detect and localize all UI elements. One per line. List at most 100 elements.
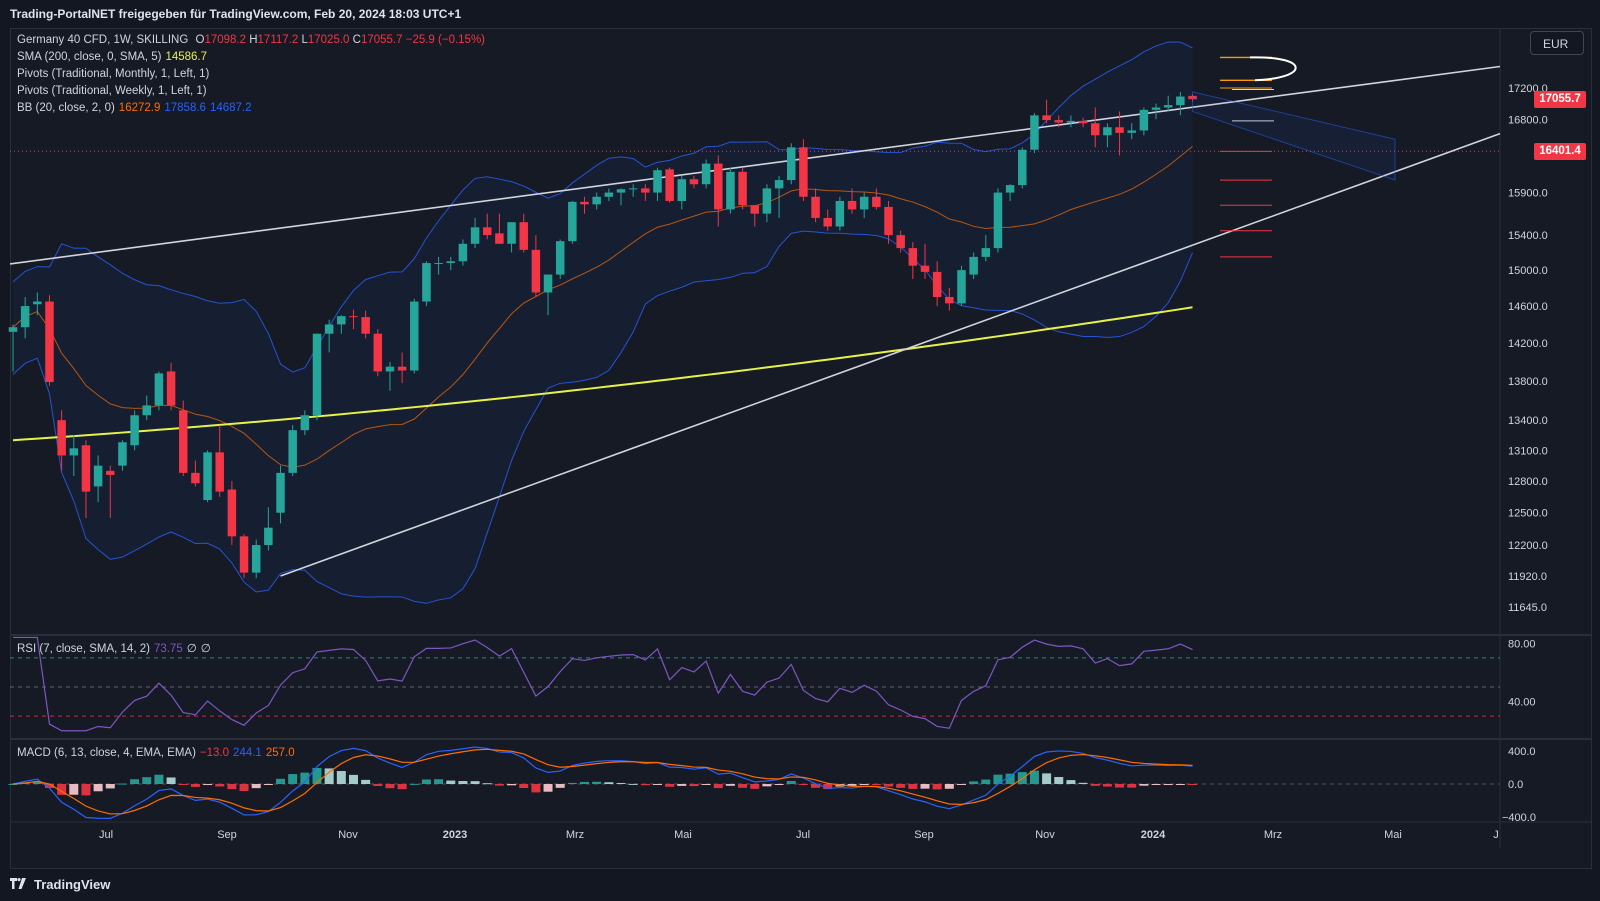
candle-body (130, 415, 139, 446)
candle (859, 192, 869, 218)
macd-histogram-bar (276, 778, 286, 784)
macd-histogram-bar (190, 784, 200, 787)
time-tick-label: Nov (1035, 829, 1055, 841)
projected-channel (1192, 91, 1396, 181)
candle-body (239, 536, 249, 573)
price-tick-label: 13400.0 (1508, 415, 1548, 427)
macd-histogram-bar (130, 779, 140, 784)
candle-body (20, 306, 30, 328)
candle-body (1054, 120, 1064, 123)
candle-body (1090, 123, 1100, 136)
bb-fill (13, 42, 1193, 604)
candle (1018, 147, 1027, 189)
macd-histogram-bar (798, 784, 808, 785)
legend-symbol[interactable]: Germany 40 CFD, 1W, SKILLING (17, 34, 189, 46)
candle (543, 274, 553, 316)
candle (142, 395, 152, 421)
candle-body (191, 472, 200, 484)
rsi-value: 73.75 (153, 643, 183, 655)
candle (215, 425, 224, 497)
time-tick-label: Jul (796, 829, 810, 841)
candle (1127, 123, 1136, 140)
candle (507, 222, 516, 253)
macd-histogram-bar (421, 779, 431, 784)
macd-histogram-bar (956, 784, 966, 785)
candle (701, 159, 711, 189)
time-tick-label: 2023 (443, 829, 467, 841)
price-tick-label: 11645.0 (1508, 602, 1547, 614)
macd-histogram-bar (580, 781, 590, 784)
price-tick-label: 12200.0 (1508, 540, 1548, 552)
candle-body (1103, 127, 1112, 136)
macd-histogram-bar (628, 783, 638, 785)
time-tick-label: 2024 (1141, 829, 1166, 841)
macd-histogram-bar (1078, 782, 1088, 784)
candle-body (774, 180, 784, 189)
candle (130, 410, 139, 451)
candle-body (665, 169, 674, 201)
macd-axis-label: 0.0 (1508, 779, 1523, 791)
candle (932, 261, 942, 307)
candle-body (641, 188, 650, 193)
legend-bb-lower: 14687.2 (209, 102, 252, 114)
macd-histogram-bar (652, 784, 662, 785)
candle-body (118, 442, 127, 466)
legend-pivots-monthly[interactable]: Pivots (Traditional, Monthly, 1, Left, 1… (17, 68, 210, 80)
candle (847, 188, 857, 214)
candle (337, 315, 346, 334)
legend-pivots-weekly[interactable]: Pivots (Traditional, Weekly, 1, Left, 1) (17, 85, 207, 97)
candle-body (166, 371, 176, 406)
candle-body (106, 470, 115, 475)
legend-bb-label[interactable]: BB (20, close, 2, 0) (17, 102, 115, 114)
macd-histogram-bar (69, 784, 79, 795)
candle-body (969, 256, 978, 275)
macd-histogram-bar (786, 780, 796, 784)
macd-histogram-bar (847, 784, 857, 786)
candle-body (1005, 185, 1015, 193)
macd-histogram-bar (750, 784, 760, 789)
candle-body (993, 192, 1003, 249)
candle-body (312, 333, 322, 416)
macd-histogram-bar (288, 774, 298, 784)
candle-body (482, 227, 492, 236)
candle-body (373, 333, 383, 372)
candle-body (945, 296, 954, 304)
macd-hist-value: −13.0 (199, 747, 230, 759)
candle (896, 230, 905, 253)
price-tick-label: 11920.0 (1508, 571, 1547, 583)
rsi-label[interactable]: RSI (7, close, SMA, 14, 2) (17, 643, 150, 655)
legend-sma-label[interactable]: SMA (200, close, 0, SMA, 5) (17, 51, 162, 63)
candle-body (300, 415, 310, 431)
footer-bar: TradingView (0, 869, 1600, 901)
candle-body (592, 196, 601, 205)
macd-histogram-bar (555, 784, 565, 788)
candle-body (154, 373, 164, 406)
candle-body (543, 274, 553, 293)
candle-body (884, 206, 893, 236)
macd-histogram-bar (713, 784, 723, 789)
legend-close: 17055.7 (360, 34, 403, 46)
legend-high: 17117.2 (257, 34, 299, 46)
candle (580, 196, 589, 214)
macd-histogram-bar (385, 784, 395, 789)
macd-histogram-bar (373, 784, 383, 786)
legend-o-label: O (195, 34, 205, 46)
macd-histogram-bar (1090, 784, 1100, 786)
macd-label[interactable]: MACD (6, 13, close, 4, EMA, EMA) (17, 747, 196, 759)
candle-body (264, 527, 273, 546)
candle (324, 319, 334, 353)
currency-button[interactable]: EUR (1530, 31, 1584, 55)
macd-histogram-bar (665, 784, 675, 787)
macd-histogram-bar (1127, 784, 1137, 788)
macd-histogram-bar (397, 784, 407, 790)
candle (288, 425, 297, 476)
macd-histogram-bar (774, 784, 784, 785)
macd-histogram-bar (944, 784, 954, 789)
candle (823, 209, 832, 231)
candle-body (337, 316, 346, 325)
candle (1176, 91, 1185, 116)
macd-histogram-bar (531, 784, 541, 793)
candle (434, 256, 443, 275)
tradingview-logo[interactable]: TradingView (10, 877, 110, 892)
